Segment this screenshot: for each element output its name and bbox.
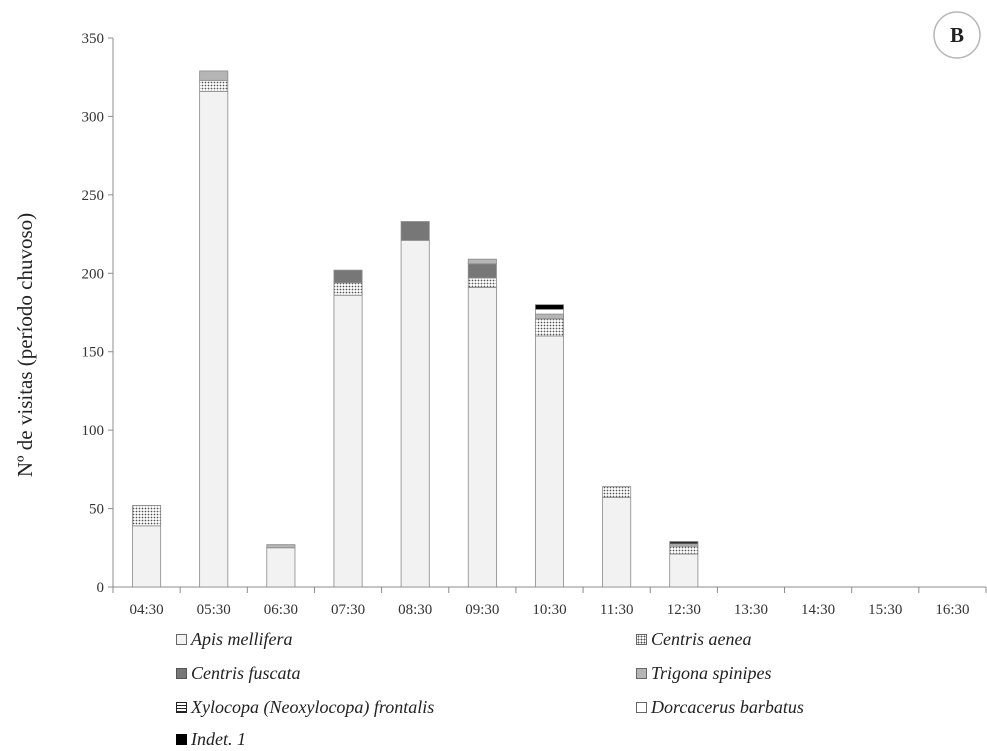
y-axis-label: Nº de visitas (período chuvoso)	[13, 213, 37, 477]
x-tick-label: 04:30	[129, 602, 163, 618]
bar-segment	[467, 286, 497, 588]
bar-segment	[669, 545, 699, 555]
bar-segment	[199, 79, 229, 92]
chart-axes: 0 50 100 150 200 250 300 350 04:30 05:30 06:30 07:3…	[82, 31, 987, 618]
bar-segment	[535, 313, 565, 320]
x-tick-label: 08:30	[398, 602, 432, 618]
bar-segment	[199, 70, 229, 81]
y-tick-label: 300	[82, 109, 105, 125]
bar-segment	[132, 525, 162, 588]
x-tick-label: 12:30	[667, 602, 701, 618]
bar-segment	[333, 294, 363, 588]
bar-segment	[535, 308, 565, 315]
x-tick-label: 14:30	[801, 602, 835, 618]
bar-segment	[333, 269, 363, 284]
bar-segment	[669, 553, 699, 588]
x-tick-label: 05:30	[197, 602, 231, 618]
chart-bars	[132, 70, 699, 588]
x-tick-label: 07:30	[331, 602, 365, 618]
bar-segment	[132, 505, 162, 527]
bar-segment	[199, 90, 229, 588]
bar-segment	[669, 541, 699, 544]
bar-segment	[333, 282, 363, 296]
bar-segment	[535, 335, 565, 588]
y-tick-label: 100	[82, 423, 105, 439]
bar-segment	[266, 544, 296, 549]
bar-segment	[602, 497, 632, 588]
x-tick-label: 16:30	[935, 602, 969, 618]
x-tick-label: 13:30	[734, 602, 768, 618]
y-tick-label: 200	[82, 266, 105, 282]
y-tick-label: 250	[82, 188, 105, 204]
x-tick-label: 09:30	[465, 602, 499, 618]
bar-segment	[467, 263, 497, 279]
x-tick-label: 06:30	[264, 602, 298, 618]
y-tick-label: 350	[82, 31, 105, 47]
bar-segment	[467, 258, 497, 265]
bar-segment	[602, 486, 632, 498]
x-tick-label: 10:30	[532, 602, 566, 618]
y-tick-label: 0	[97, 580, 105, 596]
bar-segment	[266, 547, 296, 588]
panel-label: B	[933, 11, 981, 59]
y-tick-label: 50	[89, 502, 104, 518]
x-tick-label: 11:30	[600, 602, 634, 618]
bar-segment	[400, 221, 430, 241]
y-tick-label: 150	[82, 345, 105, 361]
bar-segment	[535, 318, 565, 337]
bar-segment	[535, 304, 565, 310]
bar-segment	[400, 239, 430, 588]
panel-label-circle	[933, 11, 981, 59]
x-tick-label: 15:30	[868, 602, 902, 618]
panel-label-text: B	[950, 23, 964, 47]
bar-segment	[467, 277, 497, 288]
